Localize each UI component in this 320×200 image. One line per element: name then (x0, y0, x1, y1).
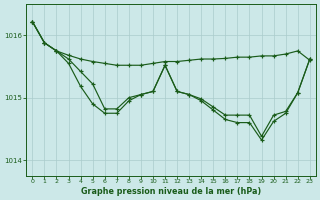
X-axis label: Graphe pression niveau de la mer (hPa): Graphe pression niveau de la mer (hPa) (81, 187, 261, 196)
